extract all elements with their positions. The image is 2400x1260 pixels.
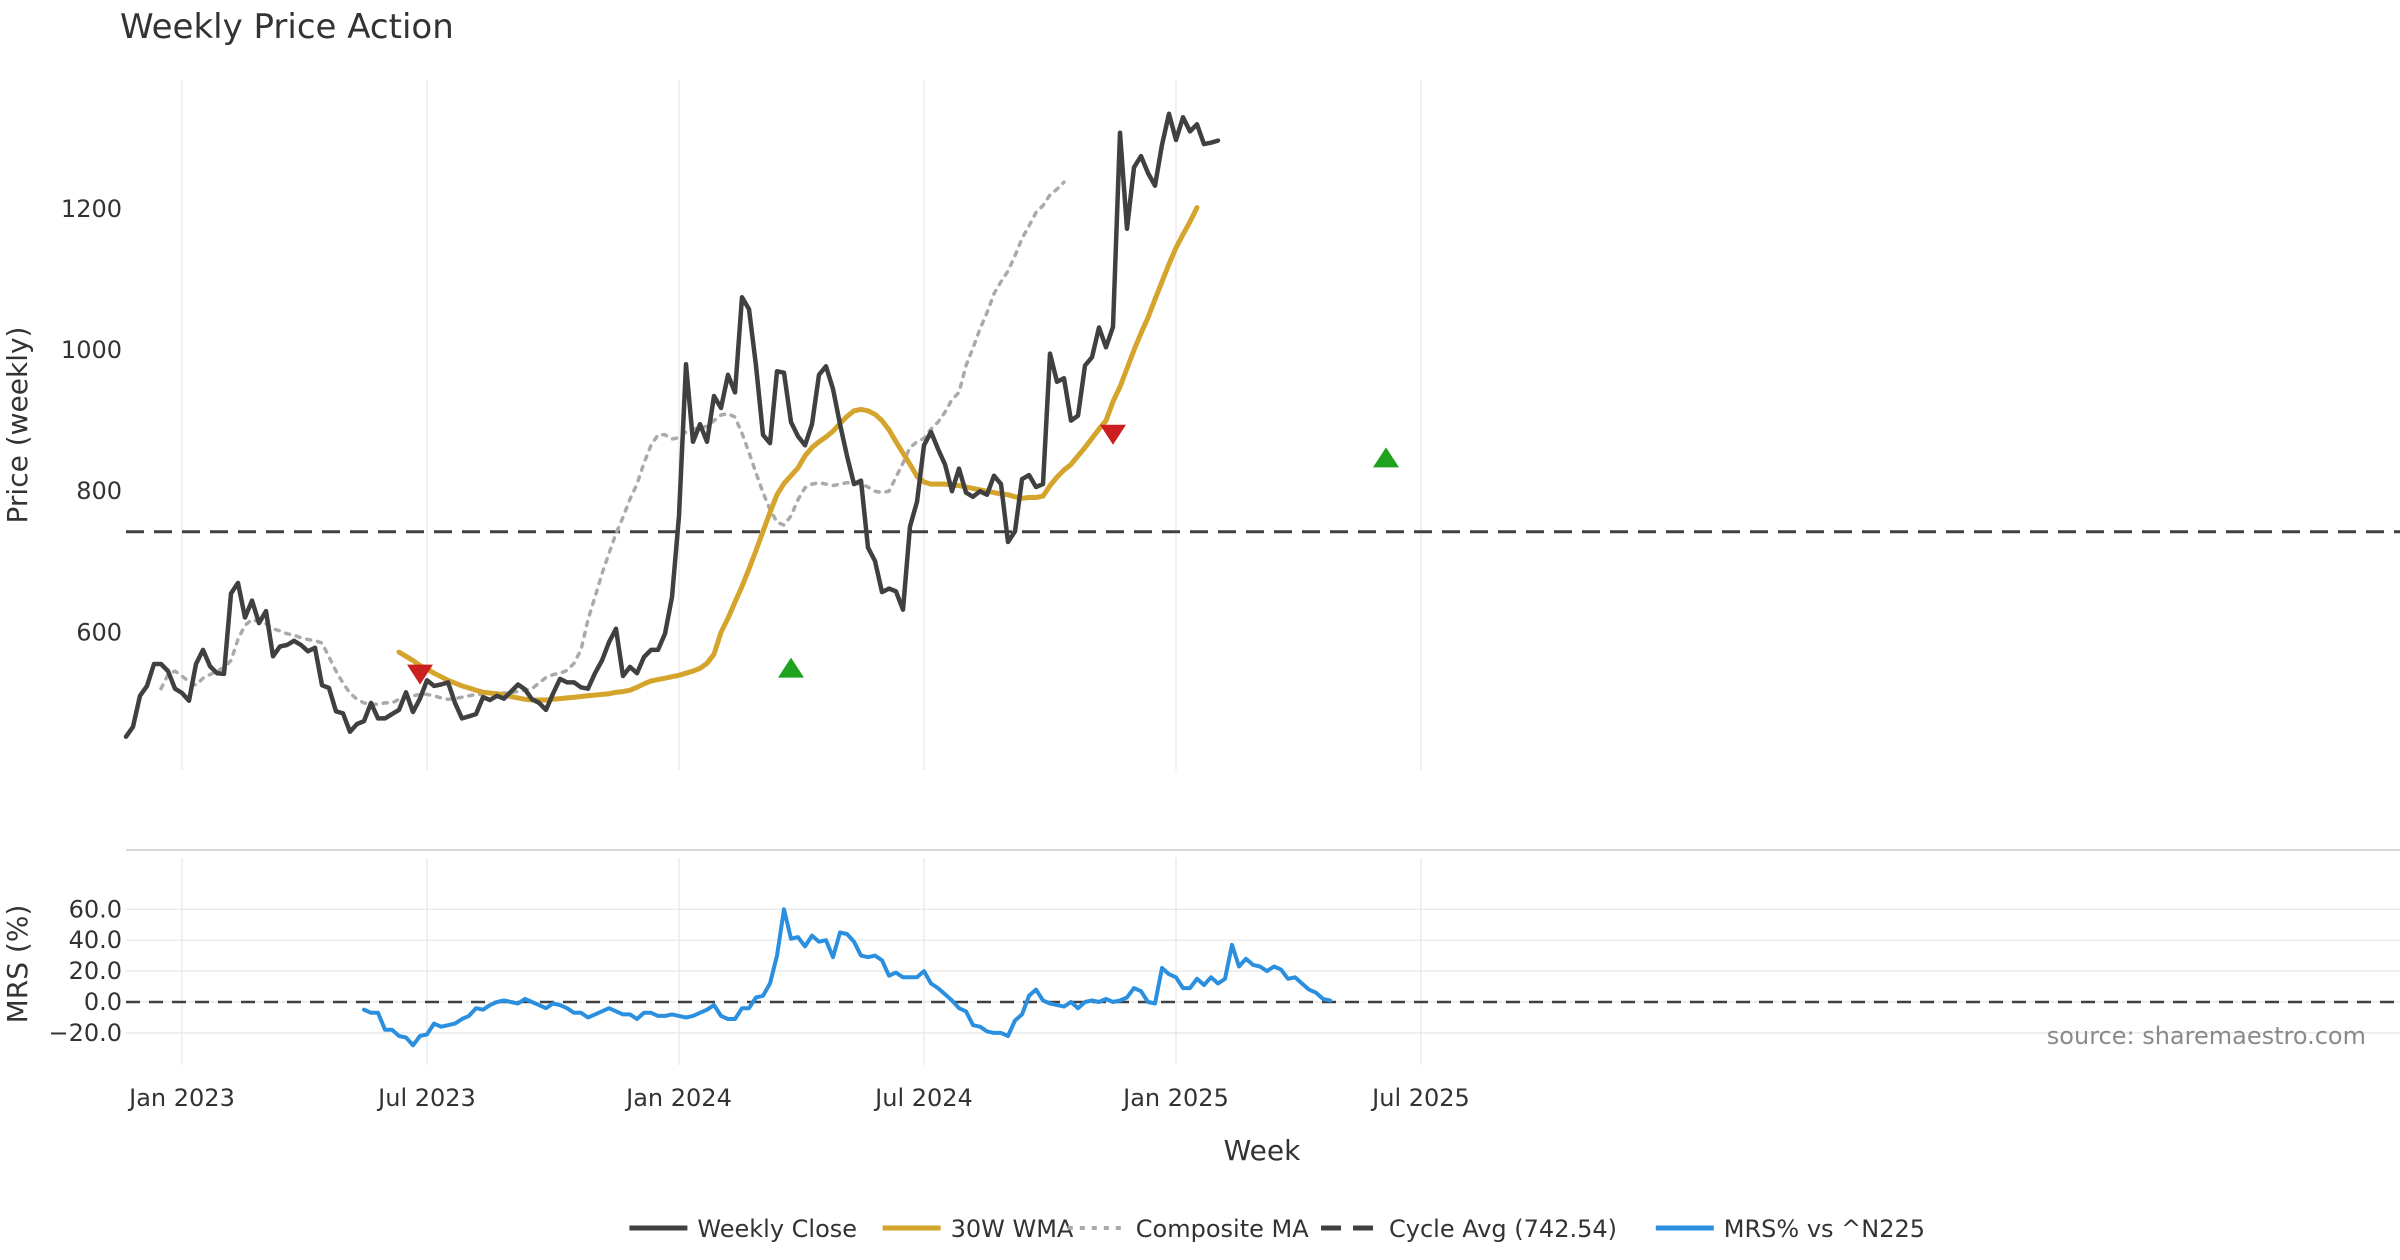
sell-signal-marker bbox=[1100, 424, 1126, 445]
x-ticks: Jan 2023 Jul 2023 Jan 2024 Jul 2024 Jan 2025… bbox=[127, 1084, 1470, 1112]
price-y-ticks: 600 800 1000 1200 bbox=[61, 195, 122, 646]
composite-ma-line bbox=[159, 180, 1066, 707]
buy-signal-marker bbox=[1373, 447, 1399, 468]
wma-30w-line bbox=[396, 205, 1200, 703]
buy-signal-marker bbox=[778, 657, 804, 678]
price-y-tick-label: 1200 bbox=[61, 195, 122, 223]
legend: Weekly Close 30W WMA Composite MA Cycle Avg… bbox=[629, 1215, 1925, 1243]
weekly-close-line bbox=[123, 111, 1221, 739]
legend-label: Cycle Avg (742.54) bbox=[1389, 1215, 1617, 1243]
legend-label: Weekly Close bbox=[697, 1215, 857, 1243]
mrs-line bbox=[362, 907, 1332, 1048]
mrs-y-tick-label: 60.0 bbox=[69, 895, 122, 923]
legend-label: 30W WMA bbox=[951, 1215, 1074, 1243]
signal-markers bbox=[407, 424, 1399, 685]
x-tick-label: Jul 2025 bbox=[1370, 1084, 1470, 1112]
x-axis-title: Week bbox=[1224, 1134, 1301, 1167]
mrs-y-tick-label: 20.0 bbox=[69, 957, 122, 985]
source-note: source: sharemaestro.com bbox=[2047, 1022, 2366, 1050]
price-y-tick-label: 600 bbox=[76, 618, 122, 646]
price-gridlines bbox=[181, 80, 1422, 770]
sell-signal-marker bbox=[407, 664, 433, 685]
chart-title: Weekly Price Action bbox=[120, 7, 454, 47]
price-y-tick-label: 1000 bbox=[61, 336, 122, 364]
mrs-y-axis-title: MRS (%) bbox=[1, 905, 34, 1024]
mrs-y-tick-label: 40.0 bbox=[69, 926, 122, 954]
legend-label: MRS% vs ^N225 bbox=[1724, 1215, 1925, 1243]
x-tick-label: Jan 2024 bbox=[624, 1084, 732, 1112]
x-tick-label: Jul 2024 bbox=[873, 1084, 973, 1112]
price-y-tick-label: 800 bbox=[76, 477, 122, 505]
mrs-y-tick-label: −20.0 bbox=[48, 1019, 122, 1047]
mrs-y-tick-label: 0.0 bbox=[84, 988, 122, 1016]
legend-label: Composite MA bbox=[1136, 1215, 1309, 1243]
x-tick-label: Jul 2023 bbox=[376, 1084, 476, 1112]
x-tick-label: Jan 2023 bbox=[127, 1084, 235, 1112]
x-tick-label: Jan 2025 bbox=[1121, 1084, 1229, 1112]
mrs-gridlines bbox=[126, 858, 2400, 1065]
price-series bbox=[123, 111, 2400, 739]
mrs-y-ticks: 60.0 40.0 20.0 0.0 −20.0 bbox=[48, 895, 122, 1047]
mrs-series bbox=[126, 907, 2400, 1048]
price-y-axis-title: Price (weekly) bbox=[1, 327, 34, 524]
